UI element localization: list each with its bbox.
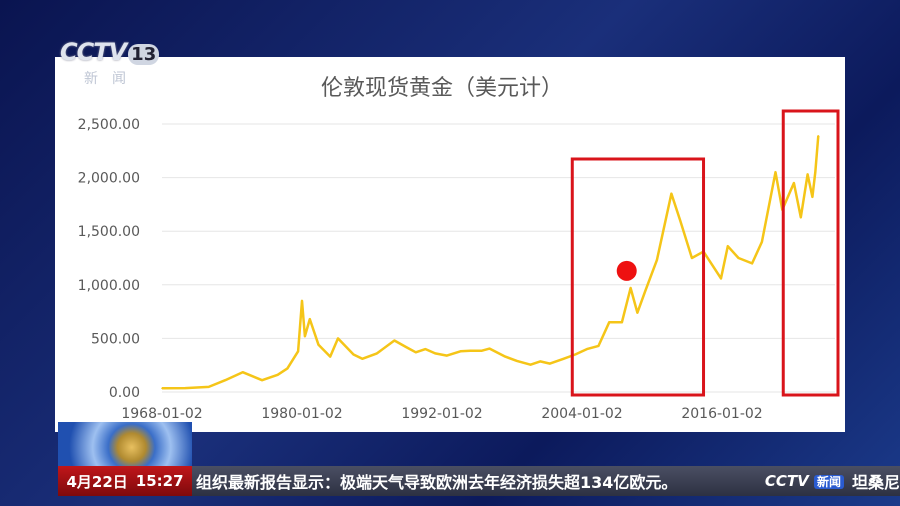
data-point — [361, 357, 364, 360]
data-point — [597, 345, 600, 347]
data-point — [224, 379, 226, 382]
data-point — [446, 354, 448, 357]
data-point — [774, 171, 777, 174]
data-point — [297, 350, 299, 353]
data-point — [629, 287, 632, 289]
data-point — [434, 352, 436, 355]
data-point — [644, 290, 646, 293]
data-point — [184, 387, 187, 389]
data-point — [286, 367, 289, 370]
data-point — [481, 349, 483, 352]
data-point — [337, 337, 339, 340]
data-point — [814, 171, 817, 174]
data-point — [761, 241, 763, 243]
data-point — [317, 344, 320, 346]
x-tick-label: 2016-01-02 — [681, 406, 762, 422]
data-point — [393, 339, 396, 342]
data-point — [751, 262, 753, 265]
data-point — [469, 349, 471, 352]
data-point — [608, 321, 611, 324]
data-point — [261, 379, 263, 382]
data-point — [539, 360, 541, 363]
y-tick-label: 0.00 — [109, 385, 140, 401]
ticker-logo-tag: 新闻 — [813, 475, 844, 489]
data-point — [811, 196, 814, 198]
data-point — [308, 318, 311, 320]
data-point — [459, 350, 462, 353]
data-point — [562, 357, 565, 360]
data-point — [301, 300, 303, 302]
data-point — [161, 387, 163, 390]
data-point — [737, 257, 740, 259]
data-point — [405, 346, 407, 348]
data-point — [414, 351, 417, 354]
highlight-dot — [616, 260, 637, 281]
data-point — [636, 311, 639, 314]
data-point — [793, 182, 795, 184]
ticker-time: 15:27 — [135, 472, 184, 490]
data-point — [529, 363, 532, 366]
y-tick-label: 2,500.00 — [78, 117, 140, 133]
data-point — [241, 371, 244, 373]
data-point — [304, 335, 306, 338]
ticker-logo-brand: CCTV — [764, 472, 809, 490]
x-tick-label: 1980-01-02 — [261, 406, 342, 422]
chart-panel — [55, 57, 845, 432]
y-tick-label: 500.00 — [91, 331, 140, 347]
data-point — [799, 216, 802, 219]
data-point — [727, 245, 729, 248]
news-ticker: 4月22日 15:27 组织最新报告显示：极端天气导致欧洲去年经济损失超134亿… — [58, 466, 900, 496]
chart-title: 伦敦现货黄金（美元计） — [321, 76, 563, 101]
cctv13-logo: CCTV 13 新闻 — [60, 38, 160, 87]
data-point — [691, 257, 693, 259]
data-point — [574, 353, 576, 356]
globe-thumbnail — [58, 422, 192, 468]
data-point — [504, 355, 506, 358]
data-point — [549, 362, 551, 365]
x-tick-label: 1968-01-02 — [121, 406, 202, 422]
x-tick-label: 1992-01-02 — [401, 406, 482, 422]
data-point — [806, 173, 809, 176]
data-point — [424, 348, 427, 350]
y-tick-label: 1,500.00 — [78, 224, 140, 240]
data-point — [207, 386, 210, 388]
data-point — [488, 347, 491, 350]
data-point — [516, 360, 518, 362]
datetime-box: 4月22日 15:27 — [58, 466, 192, 496]
data-point — [679, 219, 681, 222]
gold-price-line — [161, 135, 820, 390]
data-point — [329, 355, 331, 358]
data-point — [621, 321, 623, 324]
y-tick-label: 2,000.00 — [78, 171, 140, 187]
x-tick-label: 2004-01-02 — [541, 406, 622, 422]
logo-brand: CCTV — [60, 38, 127, 66]
data-point — [656, 259, 658, 261]
y-tick-label: 1,000.00 — [78, 278, 140, 294]
data-point — [817, 134, 820, 137]
data-point — [376, 352, 378, 355]
data-point — [670, 192, 673, 195]
logo-channel: 13 — [128, 44, 160, 65]
ticker-logo: CCTV 新闻 — [765, 472, 844, 490]
ticker-next: 坦桑尼 — [851, 473, 900, 492]
highlight-box — [781, 109, 840, 397]
data-point — [276, 374, 279, 376]
highlight-box — [570, 157, 706, 397]
data-point — [720, 277, 722, 280]
ticker-date: 4月22日 — [66, 472, 128, 491]
ticker-headline: 组织最新报告显示：极端天气导致欧洲去年经济损失超134亿欧元。 — [196, 473, 678, 492]
data-point — [586, 348, 588, 350]
logo-sub: 新闻 — [84, 71, 140, 87]
data-point — [352, 353, 355, 356]
